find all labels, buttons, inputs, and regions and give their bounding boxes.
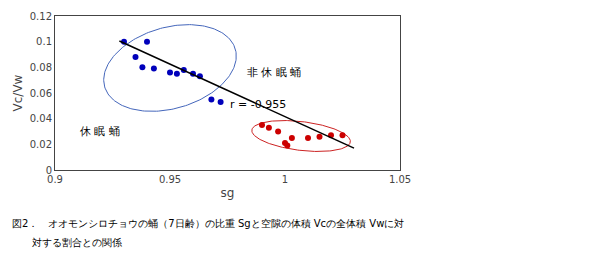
svg-text:0.02: 0.02 (30, 139, 52, 150)
svg-text:0.95: 0.95 (159, 174, 181, 185)
svg-text:0.08: 0.08 (30, 62, 52, 73)
svg-text:非 休 眠 蛹: 非 休 眠 蛹 (247, 66, 302, 79)
svg-text:0: 0 (46, 165, 52, 176)
svg-text:休 眠 蛹: 休 眠 蛹 (80, 125, 120, 138)
svg-text:r = -0.955: r = -0.955 (230, 98, 286, 111)
svg-text:0.12: 0.12 (30, 11, 52, 22)
svg-text:0.1: 0.1 (36, 36, 52, 47)
svg-text:1: 1 (282, 174, 288, 185)
svg-text:図2． オオモンシロチョウの蛹（7日齢）の比重 Sgと空隙の: 図2． オオモンシロチョウの蛹（7日齢）の比重 Sgと空隙の体積 Vcの全体積 … (12, 218, 404, 229)
svg-text:0.06: 0.06 (30, 88, 52, 99)
svg-text:0.04: 0.04 (30, 113, 52, 124)
svg-text:対する割合との関係: 対する割合との関係 (12, 237, 122, 248)
svg-text:1.05: 1.05 (389, 174, 411, 185)
svg-text:Vc/Vw: Vc/Vw (11, 74, 25, 111)
svg-text:0.9: 0.9 (47, 174, 63, 185)
svg-text:sg: sg (221, 186, 235, 200)
